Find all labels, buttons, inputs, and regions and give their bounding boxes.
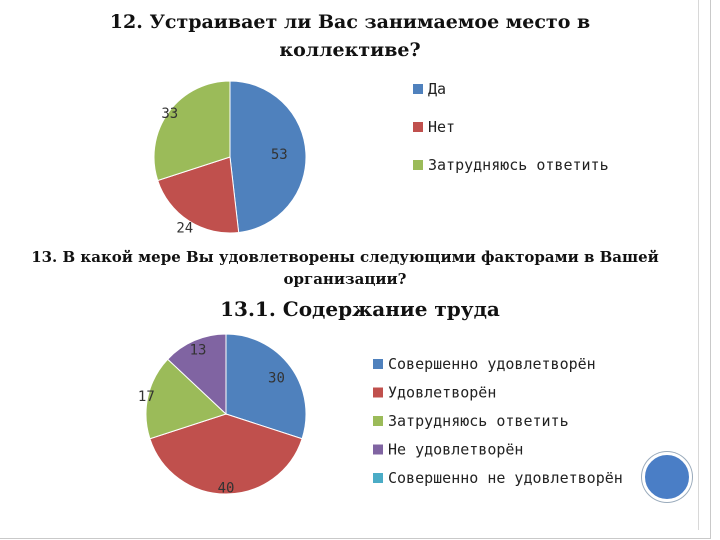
pie-1-legend-swatch-3 xyxy=(413,160,423,170)
pie-2-legend-label-2: Удовлетворён xyxy=(388,384,496,402)
decorative-circle xyxy=(642,452,692,502)
pie-2-slice-2 xyxy=(149,413,303,495)
pie-2-slice-4 xyxy=(166,333,227,416)
pie-1-slice-2 xyxy=(157,156,240,234)
pie-2-data-label-2: 40 xyxy=(218,481,235,497)
pie-1-legend-swatch-1 xyxy=(413,84,423,94)
pie-2-slice-1 xyxy=(225,333,307,440)
pie-2-slice-3 xyxy=(145,358,227,440)
pie-1-legend-swatch-2 xyxy=(413,122,423,132)
pie-2-legend-label-4: Не удовлетворён xyxy=(388,441,523,459)
pie-1-data-label-3: 33 xyxy=(161,106,178,122)
pie-2-legend-swatch-2 xyxy=(373,387,383,398)
pie-2-data-label-1: 30 xyxy=(268,370,285,386)
pie-2-legend-swatch-3 xyxy=(373,416,383,426)
chart-2-title: 13.1. Содержание труда xyxy=(220,297,500,321)
chart-1-title: 12. Устраивает ли Вас занимаемое место в… xyxy=(109,11,591,61)
pie-2-legend-label-3: Затрудняюсь ответить xyxy=(388,412,569,430)
pie-2-legend-swatch-1 xyxy=(373,359,383,369)
pie-1-legend-label-1: Да xyxy=(428,80,446,98)
pie-1-data-label-1: 53 xyxy=(271,147,288,163)
pie-2-legend-label-5: Совершенно не удовлетворён xyxy=(388,469,623,487)
pie-2-legend-swatch-4 xyxy=(373,444,383,455)
pie-2-data-label-3: 17 xyxy=(138,389,155,405)
pie-1-data-label-2: 24 xyxy=(176,220,193,236)
question-13-title: 13. В какой мере Вы удовлетворены следую… xyxy=(31,248,659,288)
pie-2-data-label-4: 13 xyxy=(190,342,207,358)
pie-1-legend-label-3: Затрудняюсь ответить xyxy=(428,156,609,174)
slide-frame-line xyxy=(698,0,699,530)
pie-2-legend-swatch-5 xyxy=(373,473,383,483)
pie-2-legend-label-1: Совершенно удовлетворён xyxy=(388,355,596,373)
pie-1-legend-label-2: Нет xyxy=(428,118,455,136)
pie-1-slice-3 xyxy=(153,80,231,182)
pie-1-slice-1 xyxy=(229,80,307,234)
